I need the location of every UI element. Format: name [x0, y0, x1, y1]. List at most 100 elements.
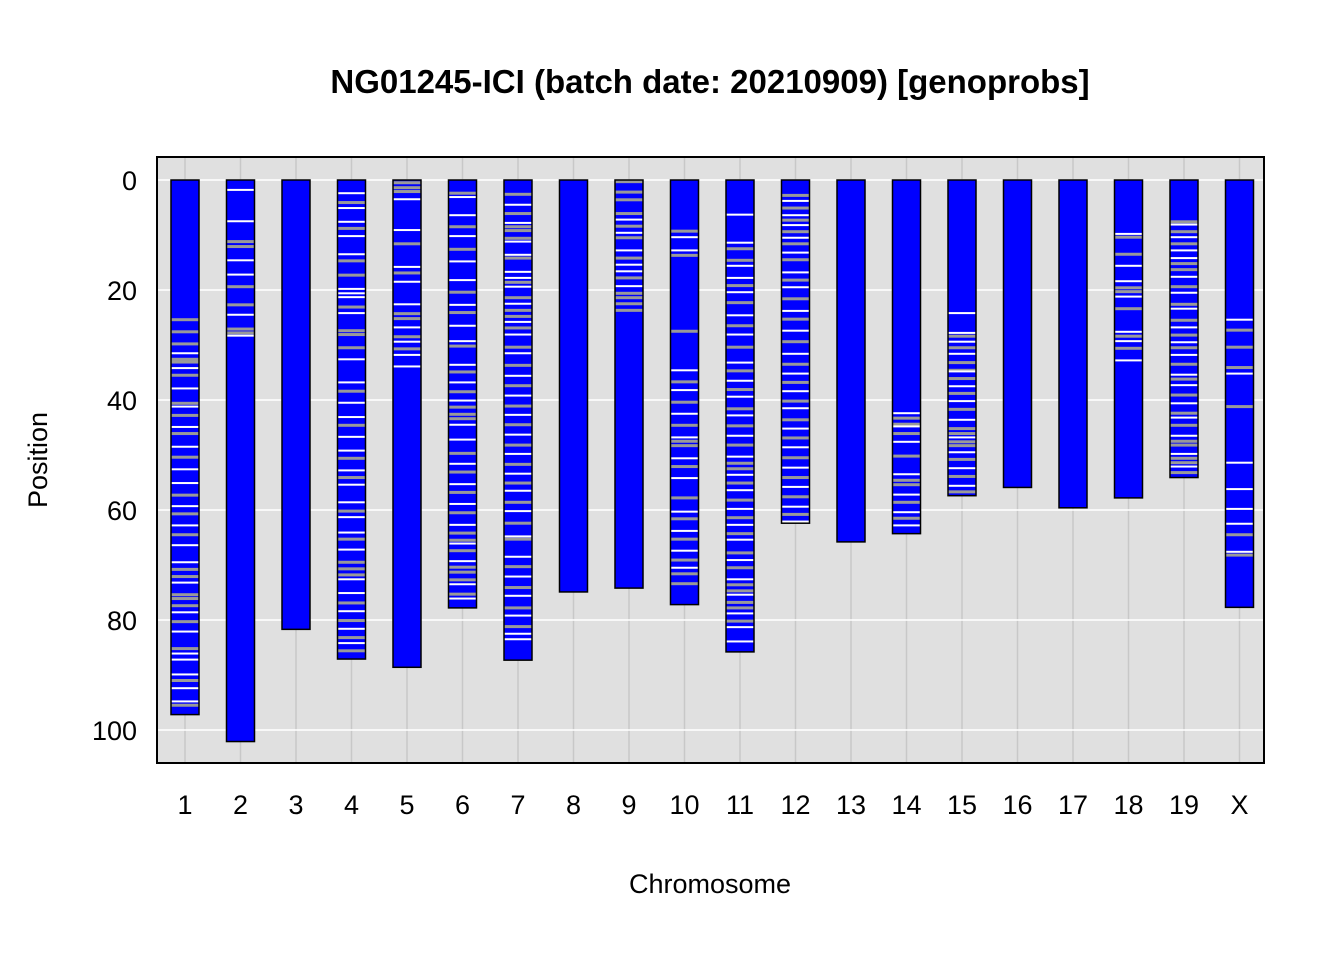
- marker-white: [504, 555, 532, 558]
- marker-gray: [948, 368, 976, 372]
- marker-white: [892, 511, 921, 514]
- marker-white: [726, 361, 754, 364]
- marker-gray: [337, 601, 366, 605]
- marker-white: [504, 276, 532, 279]
- marker-gray: [504, 256, 532, 260]
- marker-gray: [171, 455, 199, 459]
- marker-white: [171, 505, 199, 508]
- marker-gray: [1170, 302, 1198, 306]
- marker-gray: [670, 444, 699, 448]
- marker-gray: [171, 373, 199, 377]
- marker-gray: [1170, 423, 1198, 427]
- marker-gray: [670, 537, 699, 541]
- marker-white: [1170, 291, 1198, 294]
- marker-gray: [448, 344, 477, 348]
- y-axis-label: Position: [23, 412, 53, 508]
- marker-white: [337, 192, 366, 195]
- marker-white: [337, 449, 366, 452]
- marker-gray: [726, 551, 754, 555]
- marker-gray: [448, 290, 477, 294]
- marker-white: [1225, 522, 1254, 525]
- marker-gray: [892, 478, 921, 482]
- marker-gray: [504, 537, 532, 541]
- chromosome-outline: [725, 179, 755, 653]
- marker-white: [337, 578, 366, 581]
- marker-white: [892, 473, 921, 476]
- marker-white: [226, 220, 255, 223]
- chromosome-16: [1002, 179, 1033, 489]
- marker-gray: [171, 360, 199, 364]
- marker-white: [781, 407, 810, 410]
- marker-gray: [670, 465, 699, 469]
- marker-white: [448, 523, 477, 526]
- chromosome-bar: [1170, 180, 1198, 478]
- marker-white: [1170, 257, 1198, 260]
- marker-gray: [948, 407, 976, 411]
- chromosome-9: [614, 179, 644, 589]
- marker-gray: [448, 570, 477, 574]
- marker-gray: [337, 333, 366, 337]
- marker-white: [504, 253, 532, 256]
- marker-gray: [171, 593, 199, 597]
- y-tick-label: 0: [122, 166, 137, 196]
- chromosome-X: [1224, 179, 1255, 609]
- marker-gray: [337, 456, 366, 460]
- marker-white: [1170, 402, 1198, 405]
- x-tick-label: X: [1230, 790, 1248, 820]
- marker-white: [504, 302, 532, 305]
- marker-white: [670, 457, 699, 460]
- marker-gray: [892, 422, 921, 426]
- x-tick-label: 5: [399, 790, 414, 820]
- chromosome-outline: [780, 179, 811, 524]
- y-tick-label: 20: [107, 276, 137, 306]
- marker-white: [1114, 280, 1143, 283]
- marker-white: [726, 559, 754, 562]
- marker-gray: [726, 532, 754, 536]
- marker-gray: [171, 533, 199, 537]
- marker-gray: [1225, 553, 1254, 557]
- marker-gray: [781, 476, 810, 480]
- marker-gray: [504, 326, 532, 330]
- marker-gray: [726, 600, 754, 604]
- marker-gray: [781, 340, 810, 344]
- marker-gray: [337, 619, 366, 623]
- chromosome-bar: [615, 180, 643, 589]
- marker-white: [670, 249, 699, 252]
- marker-gray: [1170, 456, 1198, 460]
- chromosome-15: [947, 179, 977, 497]
- marker-gray: [781, 206, 810, 210]
- marker-gray: [726, 247, 754, 251]
- marker-gray: [670, 423, 699, 427]
- marker-gray: [615, 180, 643, 184]
- marker-gray: [448, 490, 477, 494]
- marker-gray: [615, 276, 643, 280]
- marker-white: [337, 235, 366, 238]
- marker-white: [171, 352, 199, 355]
- y-tick-label: 40: [107, 386, 137, 416]
- marker-white: [337, 516, 366, 519]
- x-tick-label: 13: [836, 790, 866, 820]
- marker-white: [670, 236, 699, 239]
- marker-white: [726, 538, 754, 541]
- marker-gray: [171, 493, 199, 497]
- marker-gray: [615, 256, 643, 260]
- marker-gray: [1170, 318, 1198, 322]
- marker-gray: [448, 225, 477, 229]
- marker-white: [504, 433, 532, 436]
- marker-gray: [1170, 285, 1198, 289]
- marker-gray: [337, 567, 366, 571]
- marker-gray: [615, 302, 643, 306]
- marker-gray: [726, 589, 754, 593]
- marker-gray: [726, 566, 754, 570]
- chromosome-bar: [1059, 180, 1087, 508]
- marker-white: [726, 507, 754, 510]
- y-tick-label: 100: [92, 716, 137, 746]
- x-tick-label: 10: [669, 790, 699, 820]
- marker-gray: [1114, 346, 1143, 350]
- marker-gray: [948, 457, 976, 461]
- marker-white: [726, 455, 754, 458]
- marker-gray: [726, 388, 754, 392]
- marker-gray: [448, 311, 477, 315]
- marker-white: [448, 560, 477, 563]
- marker-white: [226, 273, 255, 276]
